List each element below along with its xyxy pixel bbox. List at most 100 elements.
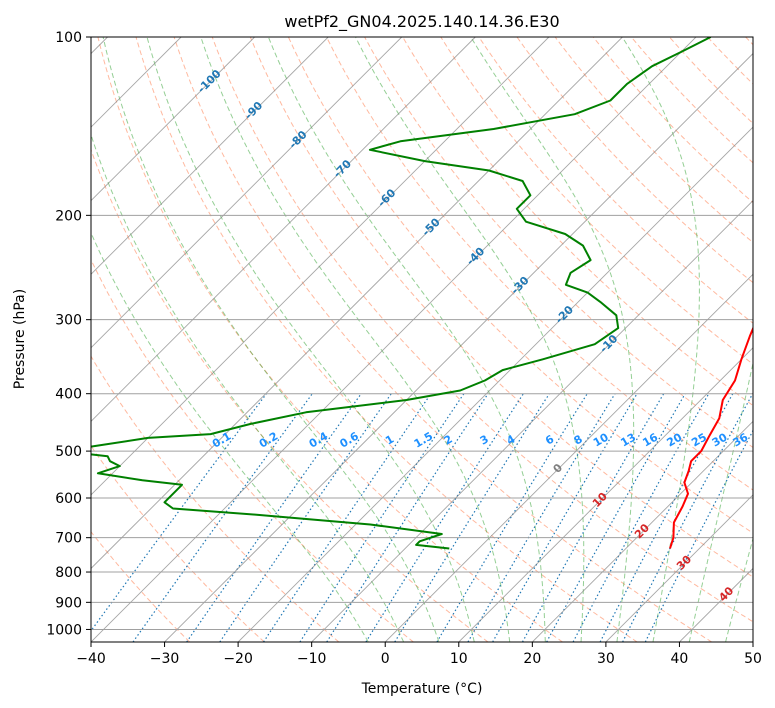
moist-adiabat-line	[91, 231, 369, 642]
mixing-ratio-line	[219, 393, 392, 642]
dry-adiabat-line	[97, 37, 563, 642]
plot-frame	[90, 36, 754, 643]
mixing-ratio-label: 30	[710, 430, 730, 449]
dry-adiabat-line	[91, 258, 414, 642]
mixing-ratio-line	[326, 393, 489, 642]
isobars	[91, 37, 753, 630]
mixing-ratio-label: 2	[442, 433, 455, 448]
isotherm-line	[752, 641, 753, 642]
x-tick-label: 30	[597, 651, 615, 667]
mixing-ratio-label: 8	[572, 433, 585, 448]
isotherm-label: -70	[331, 157, 354, 180]
mixing-ratio-label: 16	[640, 430, 660, 449]
x-tick-label: 0	[381, 651, 390, 667]
temperature-profile-line	[669, 326, 753, 549]
isotherm-line	[91, 37, 623, 570]
isotherm-label: -40	[464, 245, 487, 268]
isotherm-label: 10	[590, 490, 610, 510]
moist-adiabat-line	[621, 37, 700, 642]
mixing-ratio-line	[394, 393, 550, 642]
isotherm-line	[384, 273, 753, 642]
dry-adiabat-line	[669, 37, 753, 125]
x-tick-label: 40	[671, 651, 689, 667]
isotherm-line	[91, 37, 329, 275]
isotherm-line	[679, 567, 753, 642]
dewpoint-profile-line	[91, 37, 712, 550]
mixing-ratio-line	[299, 393, 465, 642]
mixing-ratio-line	[91, 393, 267, 632]
dry-adiabat-line	[91, 148, 489, 642]
isotherm-label: 40	[716, 584, 736, 604]
mixing-ratio-label: 0.2	[257, 430, 280, 451]
y-tick-label: 1000	[46, 622, 82, 638]
mixing-ratio-line	[132, 393, 313, 642]
moist-adiabat-line	[146, 37, 475, 642]
isotherm-line	[91, 37, 255, 202]
isotherm-label: 30	[674, 552, 694, 572]
dry-adiabat-line	[173, 37, 713, 642]
isotherm-label: -60	[375, 186, 398, 209]
isotherm-line	[311, 200, 753, 642]
dry-adiabat-line	[135, 37, 638, 642]
dry-adiabat-line	[478, 37, 753, 324]
isotherm-label: -50	[420, 215, 443, 238]
isotherm-line	[91, 37, 697, 642]
y-axis: 100 200 300 400 500 600 700 800 900 1000	[46, 30, 91, 638]
chart-title: wetPf2_GN04.2025.140.14.36.E30	[284, 12, 559, 32]
isotherm-line	[237, 126, 753, 642]
x-tick-label: −10	[297, 651, 327, 667]
mixing-ratio-line	[572, 393, 710, 642]
x-tick-label: −20	[223, 651, 253, 667]
dry-adiabat-line	[364, 37, 753, 449]
y-tick-label: 900	[55, 595, 82, 611]
dry-adiabat-line	[402, 37, 753, 407]
dry-adiabat-line	[554, 37, 753, 244]
isotherm-label: -80	[286, 128, 309, 151]
moist-adiabat-line	[267, 37, 546, 642]
isotherm-line	[532, 420, 753, 642]
mixing-ratio-lines	[91, 393, 753, 642]
moist-adiabat-line	[355, 37, 585, 642]
mixing-ratio-line	[365, 393, 524, 642]
dry-adiabat-line	[91, 355, 340, 642]
x-tick-label: −40	[76, 651, 106, 667]
x-axis: −40 −30 −20 −10 0 10 20 30 40 50	[76, 642, 762, 667]
dry-adiabat-line	[326, 37, 753, 491]
mixing-ratio-label: 4	[504, 432, 517, 447]
mixing-ratio-label: 0.6	[338, 429, 362, 450]
mixing-ratio-line	[186, 393, 362, 642]
dry-adiabat-line	[707, 37, 753, 85]
dry-adiabat-line	[249, 37, 753, 578]
y-tick-label: 800	[55, 565, 82, 581]
plot-area	[91, 37, 753, 642]
y-tick-label: 400	[55, 387, 82, 403]
dry-adiabat-line	[91, 531, 191, 642]
isotherm-label: -90	[242, 99, 265, 122]
moist-adiabat-line	[725, 536, 753, 642]
moist-adiabat-line	[688, 360, 753, 642]
y-tick-label: 300	[55, 313, 82, 329]
isotherm-line	[605, 494, 753, 642]
dry-adiabats	[91, 37, 753, 642]
moist-adiabat-line	[91, 133, 405, 642]
y-tick-label: 100	[55, 30, 82, 46]
mixing-ratio-label: 1	[383, 433, 396, 448]
isotherm-line	[91, 37, 476, 422]
isotherm-line	[164, 52, 753, 642]
isotherm-label: 20	[632, 521, 652, 541]
dry-adiabat-line	[516, 37, 753, 284]
dry-adiabat-line	[91, 445, 265, 642]
mixing-ratio-label: 3	[478, 433, 491, 448]
mixing-ratio-label: 13	[618, 431, 638, 450]
mixing-ratio-label: 1.5	[412, 430, 435, 451]
moist-adiabats	[91, 37, 753, 642]
isotherm-label: -20	[553, 303, 576, 326]
data-series	[91, 37, 753, 550]
mixing-ratio-line	[467, 393, 616, 642]
moist-adiabat-line	[102, 37, 440, 642]
x-tick-label: −30	[150, 651, 180, 667]
y-tick-label: 500	[55, 444, 82, 460]
mixing-ratio-label: 0.4	[307, 429, 331, 450]
isotherms	[91, 37, 753, 642]
